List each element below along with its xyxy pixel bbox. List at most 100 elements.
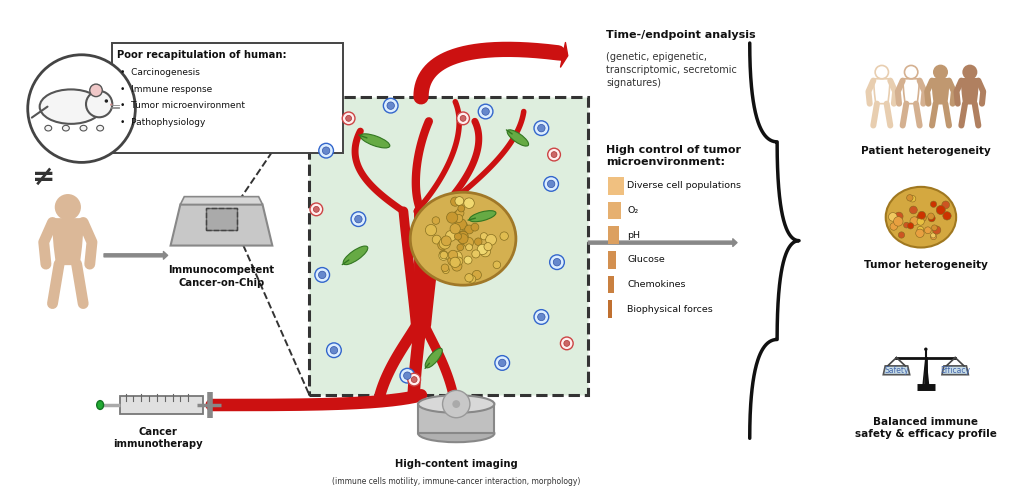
Polygon shape: [932, 79, 949, 104]
Circle shape: [439, 238, 451, 249]
Text: •  Carcinogenesis: • Carcinogenesis: [120, 68, 200, 77]
Circle shape: [538, 313, 545, 321]
Circle shape: [464, 198, 474, 208]
Circle shape: [548, 180, 555, 188]
FancyBboxPatch shape: [120, 396, 203, 414]
FancyBboxPatch shape: [309, 97, 589, 395]
Circle shape: [387, 102, 394, 109]
Circle shape: [942, 201, 949, 209]
FancyBboxPatch shape: [206, 208, 238, 230]
Circle shape: [342, 112, 355, 125]
Circle shape: [452, 261, 462, 271]
Polygon shape: [962, 79, 978, 104]
Ellipse shape: [360, 134, 390, 148]
Ellipse shape: [80, 125, 87, 131]
Circle shape: [457, 112, 469, 125]
Circle shape: [482, 108, 489, 115]
Circle shape: [455, 233, 462, 240]
Ellipse shape: [411, 192, 516, 285]
Circle shape: [90, 84, 102, 97]
Text: •  Immune response: • Immune response: [120, 85, 212, 93]
Circle shape: [933, 226, 941, 234]
Circle shape: [932, 225, 937, 231]
Circle shape: [442, 390, 470, 418]
FancyBboxPatch shape: [608, 226, 618, 244]
Circle shape: [477, 244, 487, 255]
Circle shape: [28, 55, 135, 162]
Circle shape: [454, 210, 462, 219]
Text: Cancer
immunotherapy: Cancer immunotherapy: [113, 427, 203, 450]
Text: Immunocompetent
Cancer-on-Chip: Immunocompetent Cancer-on-Chip: [168, 265, 274, 288]
Circle shape: [55, 195, 80, 219]
Circle shape: [111, 104, 113, 106]
Circle shape: [564, 341, 569, 347]
Circle shape: [439, 251, 449, 260]
Circle shape: [934, 66, 947, 79]
Circle shape: [313, 207, 319, 212]
Text: Glucose: Glucose: [628, 255, 666, 264]
Text: (immune cells motility, immune-cancer interaction, morphology): (immune cells motility, immune-cancer in…: [332, 477, 581, 486]
Circle shape: [354, 215, 362, 223]
Circle shape: [452, 251, 462, 262]
Circle shape: [538, 124, 545, 132]
Circle shape: [484, 243, 493, 251]
Circle shape: [499, 359, 506, 366]
Circle shape: [909, 206, 918, 214]
Circle shape: [449, 250, 458, 260]
Circle shape: [441, 264, 449, 272]
Circle shape: [916, 218, 925, 225]
Circle shape: [918, 211, 926, 219]
Circle shape: [920, 214, 927, 222]
Circle shape: [447, 256, 458, 266]
Circle shape: [889, 212, 897, 221]
Circle shape: [460, 222, 468, 230]
Circle shape: [924, 347, 928, 351]
Ellipse shape: [886, 187, 956, 247]
FancyBboxPatch shape: [608, 251, 616, 269]
Polygon shape: [942, 366, 969, 375]
Ellipse shape: [418, 425, 495, 442]
Text: High-content imaging: High-content imaging: [395, 459, 517, 469]
Circle shape: [894, 217, 903, 226]
Polygon shape: [923, 358, 929, 387]
Circle shape: [534, 310, 549, 324]
Circle shape: [438, 241, 447, 250]
Circle shape: [412, 377, 417, 382]
Text: Patient heterogeneity: Patient heterogeneity: [861, 146, 990, 156]
Circle shape: [460, 231, 467, 238]
Circle shape: [453, 400, 460, 408]
Circle shape: [890, 223, 897, 230]
Polygon shape: [171, 205, 272, 245]
Text: Balanced immune
safety & efficacy profile: Balanced immune safety & efficacy profil…: [855, 417, 996, 439]
Circle shape: [480, 233, 487, 240]
Ellipse shape: [343, 246, 368, 265]
Circle shape: [455, 197, 464, 206]
Circle shape: [445, 230, 457, 241]
Circle shape: [550, 255, 564, 270]
Circle shape: [471, 223, 479, 231]
Circle shape: [459, 231, 467, 240]
Circle shape: [455, 214, 463, 223]
Circle shape: [86, 91, 113, 117]
Text: Efficacy: Efficacy: [940, 366, 970, 375]
Circle shape: [460, 116, 466, 122]
Ellipse shape: [418, 395, 495, 413]
Circle shape: [916, 214, 924, 221]
Circle shape: [909, 195, 915, 202]
Text: High control of tumor
microenvironment:: High control of tumor microenvironment:: [606, 145, 741, 167]
Circle shape: [456, 209, 464, 217]
Circle shape: [465, 274, 473, 282]
FancyBboxPatch shape: [608, 300, 611, 318]
Text: Biophysical forces: Biophysical forces: [628, 305, 713, 313]
Circle shape: [408, 373, 421, 386]
Circle shape: [446, 253, 454, 260]
Circle shape: [500, 232, 508, 240]
Ellipse shape: [62, 125, 70, 131]
Circle shape: [458, 231, 468, 242]
Text: ≠: ≠: [32, 163, 55, 191]
Circle shape: [560, 337, 573, 350]
Circle shape: [915, 229, 924, 238]
Circle shape: [351, 212, 366, 226]
Text: •  Tumor microenvironment: • Tumor microenvironment: [120, 101, 245, 110]
Circle shape: [910, 217, 919, 226]
